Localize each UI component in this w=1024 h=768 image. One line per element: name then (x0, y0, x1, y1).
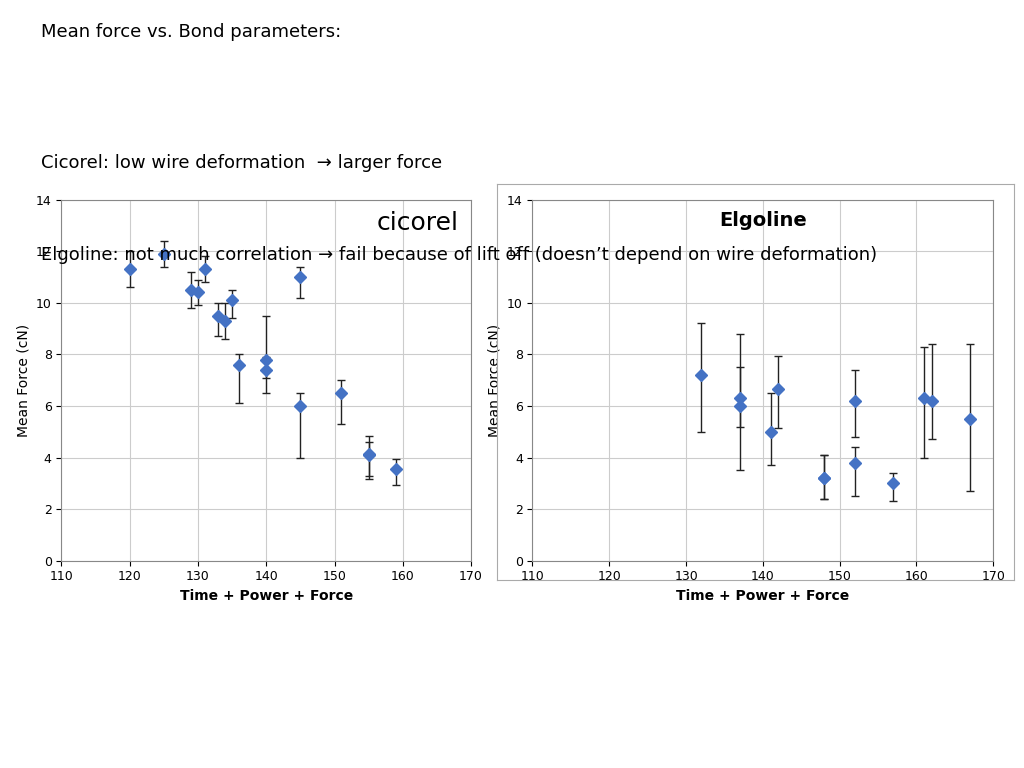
Text: Elgoline: Elgoline (719, 210, 807, 230)
Text: Mean force vs. Bond parameters:: Mean force vs. Bond parameters: (41, 23, 341, 41)
Text: cicorel: cicorel (377, 210, 459, 234)
Y-axis label: Mean Force (cN): Mean Force (cN) (487, 323, 502, 437)
Text: Cicorel: low wire deformation  → larger force: Cicorel: low wire deformation → larger f… (41, 154, 442, 171)
X-axis label: Time + Power + Force: Time + Power + Force (179, 589, 353, 603)
Text: Elgoline: not much correlation → fail because of lift off (doesn’t depend on wir: Elgoline: not much correlation → fail be… (41, 246, 878, 263)
Y-axis label: Mean Force (cN): Mean Force (cN) (16, 323, 31, 437)
X-axis label: Time + Power + Force: Time + Power + Force (676, 589, 850, 603)
